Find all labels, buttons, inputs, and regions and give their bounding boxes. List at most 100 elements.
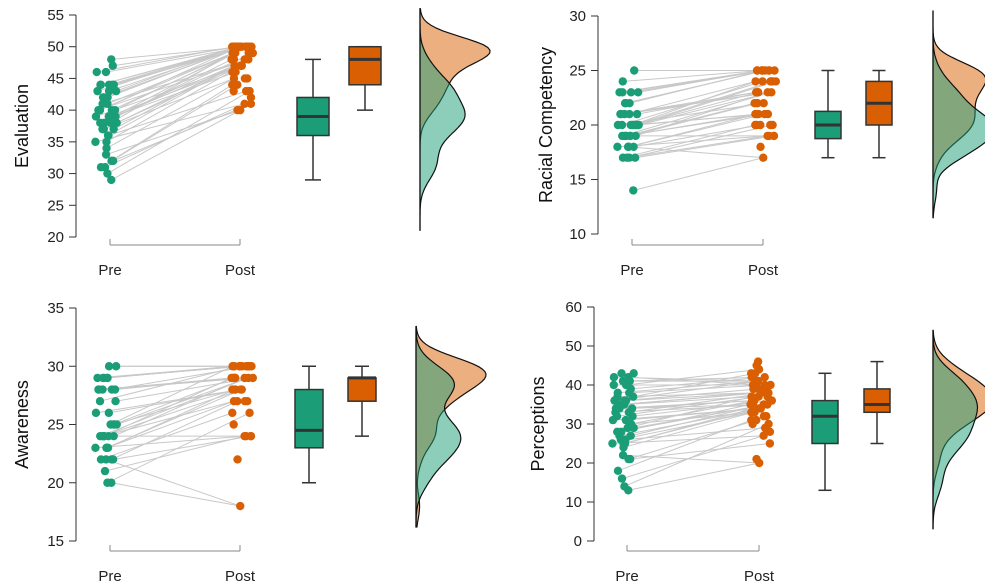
pair-line — [111, 84, 238, 162]
pair-line — [103, 400, 235, 437]
post-point — [231, 67, 240, 77]
post-point — [233, 455, 242, 464]
pair-line — [95, 435, 245, 449]
y-tick-label: 20 — [565, 455, 582, 472]
pre-point — [609, 373, 619, 382]
pair-line — [107, 90, 250, 175]
pair-line — [626, 102, 755, 137]
post-point — [760, 380, 769, 390]
x-tick-label: Post — [744, 568, 775, 585]
post-point — [229, 397, 239, 406]
pre-point — [626, 88, 636, 97]
y-tick-label: 45 — [47, 70, 64, 87]
post-point — [229, 420, 238, 429]
pair-line — [633, 404, 768, 429]
y-tick-label: 10 — [569, 226, 586, 243]
pair-line — [102, 377, 249, 391]
pair-line — [633, 157, 764, 191]
post-point — [767, 88, 776, 97]
post-point — [753, 357, 763, 366]
post-point — [240, 397, 250, 406]
pair-line — [626, 392, 761, 402]
post-point — [747, 392, 756, 401]
pre-point — [111, 362, 121, 371]
post-point — [229, 55, 239, 64]
pre-point — [96, 118, 105, 128]
pair-line — [630, 376, 765, 390]
post-point — [233, 42, 242, 51]
pair-line — [625, 407, 761, 421]
pre-point — [618, 153, 628, 162]
pre-point — [102, 137, 111, 147]
post-point — [236, 501, 245, 511]
pre-point — [100, 466, 110, 476]
pair-line — [110, 365, 233, 425]
pair-line — [95, 103, 245, 143]
pair-line — [103, 77, 235, 130]
pre-point — [107, 55, 116, 64]
y-tick-label: 30 — [47, 166, 64, 183]
pre-point — [94, 105, 104, 115]
pre-point — [112, 118, 121, 128]
pair-line — [628, 462, 760, 491]
pair-line — [105, 109, 241, 156]
y-tick-label: 20 — [47, 229, 64, 246]
post-point — [759, 412, 769, 421]
panel-1: 20 25 30 35 40 45 50 55 Evaluation Pre Post — [12, 7, 491, 279]
pre-point — [103, 99, 112, 109]
post-point — [247, 362, 256, 371]
y-tick-label: 40 — [47, 102, 64, 119]
pair-line — [624, 91, 772, 115]
x-tick-label: Post — [748, 262, 779, 279]
pre-density — [415, 325, 462, 528]
pre-point — [111, 112, 120, 121]
pair-line — [112, 46, 239, 67]
pair-line — [620, 392, 761, 405]
pre-point — [103, 478, 112, 487]
pre-point — [633, 88, 643, 97]
x-tick-label: Pre — [615, 568, 638, 585]
pair-line — [111, 482, 241, 507]
pair-line — [623, 454, 760, 464]
post-point — [764, 66, 773, 75]
pre-point — [104, 86, 114, 96]
pair-line — [106, 77, 235, 149]
post-point — [228, 373, 238, 383]
pair-line — [107, 65, 235, 136]
pair-line — [615, 404, 768, 413]
pair-line — [619, 404, 768, 409]
y-tick-label: 25 — [47, 197, 64, 214]
post-point — [751, 77, 760, 86]
pre-point — [104, 408, 114, 418]
pair-line — [105, 458, 241, 507]
pair-line — [630, 113, 765, 126]
y-tick-label: 35 — [47, 300, 64, 317]
pair-line — [108, 46, 241, 86]
pair-line — [108, 389, 242, 414]
panel-4: 0 10 20 30 40 50 60 Perceptions Pre Post — [528, 299, 985, 585]
post-point — [229, 74, 239, 83]
y-tick-label: 50 — [565, 338, 582, 355]
pair-line — [624, 423, 769, 487]
panel-2: 10 15 20 25 30 Racial Competency Pre Post — [536, 8, 985, 279]
x-tick-label: Post — [225, 568, 256, 585]
pre-point — [630, 153, 640, 162]
pair-line — [107, 412, 250, 484]
post-point — [756, 120, 765, 130]
pre-point — [107, 175, 116, 185]
y-tick-label: 30 — [47, 358, 64, 375]
pre-box — [294, 388, 324, 449]
pair-line — [111, 109, 241, 181]
pre-point — [92, 67, 101, 77]
post-point — [751, 88, 761, 97]
post-point — [228, 48, 237, 58]
pair-line — [108, 90, 247, 136]
pre-point — [110, 105, 120, 115]
pre-point — [625, 109, 634, 119]
pre-point — [630, 66, 639, 75]
pair-line — [107, 365, 240, 379]
pair-line — [115, 377, 253, 402]
pair-line — [95, 389, 241, 414]
pre-point — [109, 431, 118, 441]
pair-line — [629, 384, 765, 394]
